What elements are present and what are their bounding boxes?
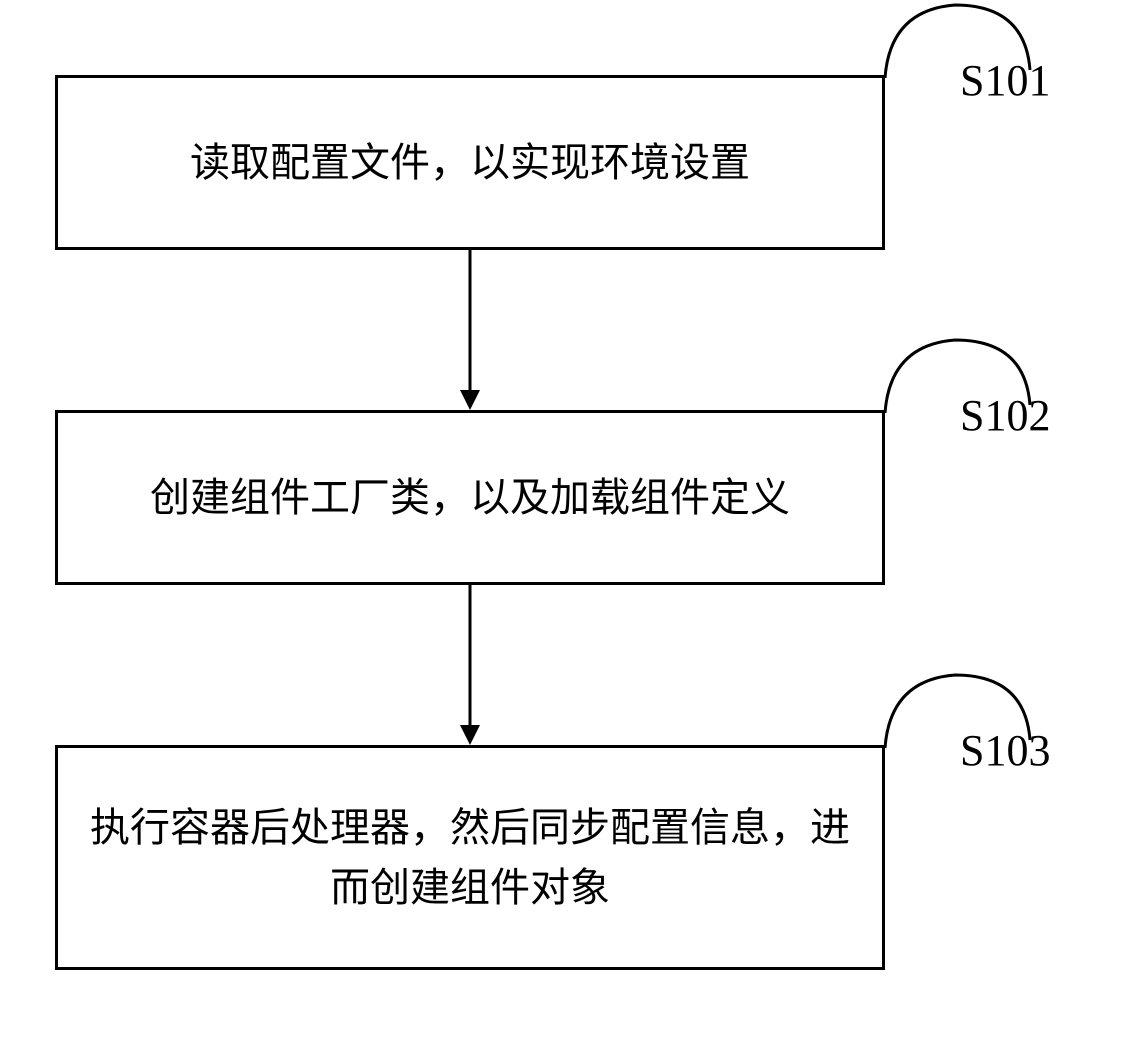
flow-box-s102: 创建组件工厂类，以及加载组件定义 <box>55 410 885 585</box>
step-label-s103: S103 <box>960 725 1050 776</box>
flow-box-text: 读取配置文件，以实现环境设置 <box>190 133 750 193</box>
step-label-s101: S101 <box>960 55 1050 106</box>
flow-box-s101: 读取配置文件，以实现环境设置 <box>55 75 885 250</box>
arrow-s101-s102 <box>450 250 490 410</box>
flow-box-s103: 执行容器后处理器，然后同步配置信息，进而创建组件对象 <box>55 745 885 970</box>
flow-box-text: 创建组件工厂类，以及加载组件定义 <box>150 468 790 528</box>
step-label-s102: S102 <box>960 390 1050 441</box>
flowchart-container: 读取配置文件，以实现环境设置 S101 创建组件工厂类，以及加载组件定义 S10… <box>0 0 1122 1042</box>
arrow-s102-s103 <box>450 585 490 745</box>
flow-box-text: 执行容器后处理器，然后同步配置信息，进而创建组件对象 <box>78 798 862 918</box>
